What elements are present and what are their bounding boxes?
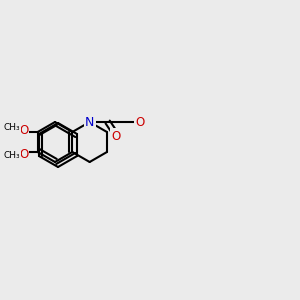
Text: O: O (135, 116, 144, 128)
Text: O: O (19, 148, 28, 160)
Text: CH₃: CH₃ (3, 124, 20, 133)
Text: CH₃: CH₃ (3, 152, 20, 160)
Text: O: O (111, 130, 120, 142)
Text: N: N (85, 116, 94, 128)
Text: O: O (19, 124, 28, 136)
